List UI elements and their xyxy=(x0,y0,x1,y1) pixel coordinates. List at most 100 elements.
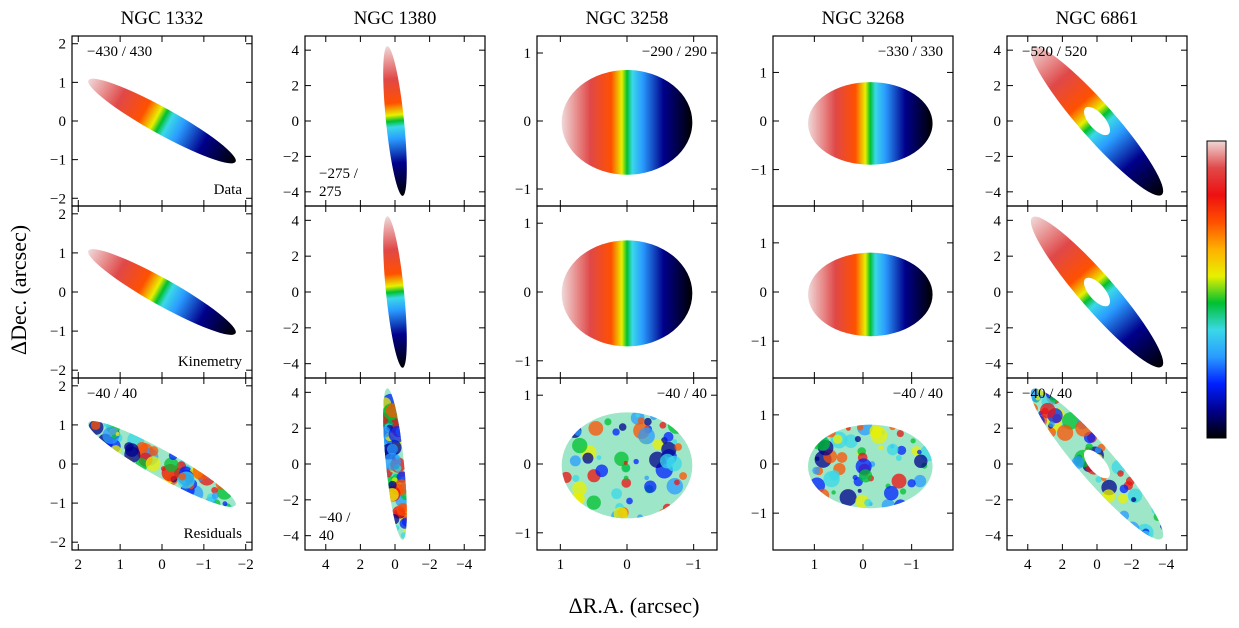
colorbar xyxy=(1206,140,1227,439)
y-tick-label: −2 xyxy=(50,191,66,207)
y-tick-label: 4 xyxy=(994,213,1002,229)
y-tick-label: 0 xyxy=(760,457,768,473)
map-panel: −4 −2 0 2 4 −275 /275 xyxy=(283,35,486,207)
y-tick-label: 4 xyxy=(292,385,300,401)
central-hole xyxy=(1083,106,1111,136)
velocity-range: −40 / 40 xyxy=(1022,386,1072,402)
map-panel: −1 0 1 xyxy=(515,205,718,379)
map-panel: −1 0 1 xyxy=(751,205,954,379)
y-tick-label: −2 xyxy=(50,363,66,379)
velocity-range: −330 / 330 xyxy=(878,44,943,60)
y-tick-label: −2 xyxy=(283,321,299,337)
y-tick-label: 2 xyxy=(292,249,300,265)
y-tick-label: 1 xyxy=(59,418,67,434)
y-tick-label: 2 xyxy=(59,379,67,395)
y-tick-label: 4 xyxy=(292,43,300,59)
velocity-field xyxy=(82,68,242,174)
velocity-field xyxy=(561,69,693,175)
y-tick-label: 0 xyxy=(760,114,768,130)
y-tick-label: −1 xyxy=(751,506,767,522)
y-tick-label: −1 xyxy=(515,526,531,542)
y-tick-label: 0 xyxy=(994,285,1002,301)
x-tick-label: 0 xyxy=(623,557,631,573)
y-tick-label: −2 xyxy=(985,493,1001,509)
map-panel: −4 −2 0 2 4 4 2 0 −2 −4 −40 /40 xyxy=(283,377,486,573)
y-tick-label: 0 xyxy=(994,114,1002,130)
galaxy-title: NGC 3258 xyxy=(586,8,669,29)
velocity-range: −275 /275 xyxy=(319,166,359,200)
velocity-range: −40 / 40 xyxy=(87,386,137,402)
x-tick-label: 2 xyxy=(1059,557,1067,573)
y-axis-title: ΔDec. (arcsec) xyxy=(6,225,31,355)
map-panel: −1 0 1 1 0 −1 −40 / 40 xyxy=(751,377,954,573)
galaxy-title: NGC 3268 xyxy=(822,8,905,29)
y-tick-label: −4 xyxy=(985,185,1001,201)
x-tick-label: −4 xyxy=(1158,557,1174,573)
y-tick-label: −1 xyxy=(751,334,767,350)
y-tick-label: 1 xyxy=(760,65,768,81)
panel-grid: NGC 1332 −2 −1 0 1 2 −430 / 430 Data −2 −1 0 1 2 Kine… xyxy=(50,8,1188,573)
y-tick-label: −1 xyxy=(515,354,531,370)
y-tick-label: 0 xyxy=(59,285,67,301)
x-tick-label: 4 xyxy=(1024,557,1032,573)
y-tick-label: 2 xyxy=(994,249,1002,265)
y-tick-label: −2 xyxy=(985,149,1001,165)
map-panel: −4 −2 0 2 4 4 2 0 −2 −4 −40 / 40 xyxy=(985,377,1188,573)
x-tick-label: 0 xyxy=(391,557,399,573)
y-tick-label: 2 xyxy=(59,207,67,223)
x-tick-label: −2 xyxy=(422,557,438,573)
y-tick-label: 1 xyxy=(524,46,532,62)
y-tick-label: −4 xyxy=(283,185,299,201)
galaxy-title: NGC 1332 xyxy=(121,8,204,29)
x-tick-label: 2 xyxy=(75,557,83,573)
x-tick-label: 0 xyxy=(158,557,166,573)
velocity-range: −40 / 40 xyxy=(893,386,943,402)
y-tick-label: 1 xyxy=(760,236,768,252)
central-hole xyxy=(1083,277,1111,307)
y-tick-label: −2 xyxy=(50,535,66,551)
y-tick-label: 4 xyxy=(994,385,1002,401)
y-tick-label: 4 xyxy=(292,213,300,229)
y-tick-label: −1 xyxy=(515,182,531,198)
velocity-field xyxy=(808,252,933,337)
y-tick-label: 2 xyxy=(994,421,1002,437)
x-tick-label: −2 xyxy=(1124,557,1140,573)
y-tick-label: −4 xyxy=(283,529,299,545)
y-tick-label: −4 xyxy=(985,529,1001,545)
y-tick-label: 1 xyxy=(760,408,768,424)
x-tick-label: −2 xyxy=(238,557,254,573)
y-tick-label: −2 xyxy=(283,493,299,509)
map-panel: −1 0 1 1 0 −1 −40 / 40 xyxy=(515,377,718,573)
y-tick-label: 0 xyxy=(524,457,532,473)
y-tick-label: −1 xyxy=(50,324,66,340)
map-panel: −2 −1 0 1 2 Kinemetry xyxy=(50,205,253,379)
y-tick-label: 0 xyxy=(524,285,532,301)
residual-field xyxy=(561,412,693,519)
x-tick-label: 0 xyxy=(859,557,867,573)
map-panel: −4 −2 0 2 4 −520 / 520 xyxy=(985,35,1188,207)
velocity-range: −40 /40 xyxy=(319,510,351,544)
map-panel: −4 −2 0 2 4 xyxy=(985,205,1188,379)
velocity-field xyxy=(808,82,933,165)
x-axis-title: ΔR.A. (arcsec) xyxy=(569,593,700,618)
y-tick-label: 2 xyxy=(292,79,300,95)
colorbar-scale xyxy=(1206,140,1227,439)
row-label: Kinemetry xyxy=(178,354,243,370)
galaxy-title: NGC 6861 xyxy=(1056,8,1139,29)
velocity-field xyxy=(82,239,242,345)
x-tick-label: −1 xyxy=(196,557,212,573)
residual-field xyxy=(808,424,933,509)
residual-field xyxy=(82,411,242,517)
x-tick-label: 0 xyxy=(1093,557,1101,573)
galaxy-title: NGC 1380 xyxy=(354,8,437,29)
y-tick-label: −1 xyxy=(50,153,66,169)
y-tick-label: 0 xyxy=(59,457,67,473)
y-tick-label: 2 xyxy=(292,421,300,437)
y-tick-label: 0 xyxy=(760,285,768,301)
velocity-field xyxy=(378,215,412,369)
y-tick-label: −1 xyxy=(751,163,767,179)
x-tick-label: 1 xyxy=(116,557,124,573)
row-label: Residuals xyxy=(184,526,242,542)
x-tick-label: 1 xyxy=(557,557,565,573)
y-tick-label: −1 xyxy=(50,496,66,512)
